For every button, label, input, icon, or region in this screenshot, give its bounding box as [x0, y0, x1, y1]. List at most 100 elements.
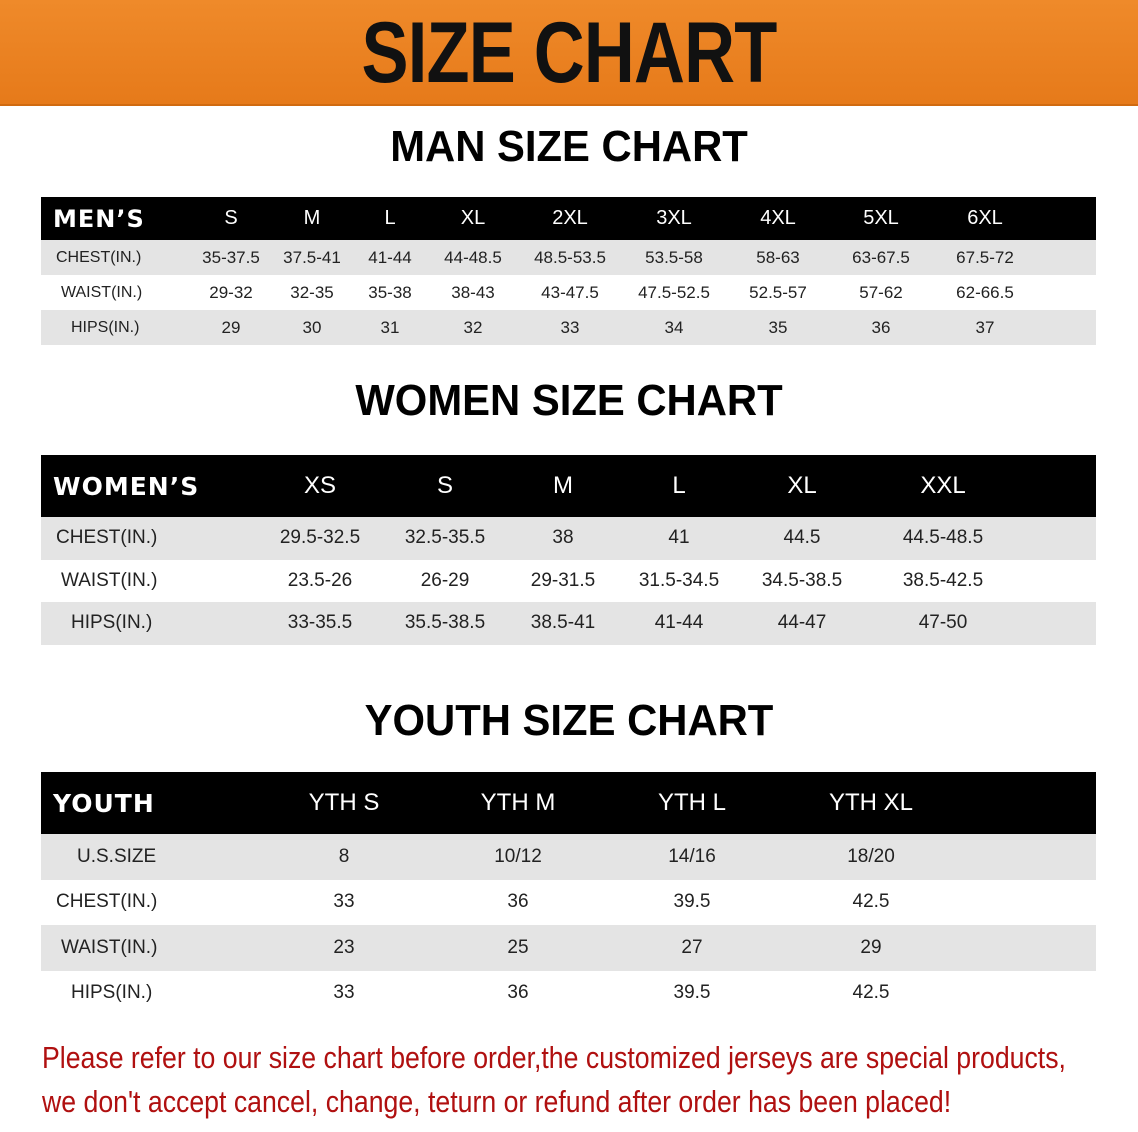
table-cell: 35-37.5	[202, 247, 260, 267]
table-cell: 32.5-35.5	[404, 527, 486, 549]
women-header-row: WOMEN’S XS S M L XL XXL	[41, 455, 1096, 517]
row-label: CHEST(IN.)	[56, 891, 158, 913]
row-label: U.S.SIZE	[77, 845, 157, 867]
row-label: WAIST(IN.)	[61, 569, 158, 591]
table-cell: 44-48.5	[444, 247, 502, 267]
size-header-cell: 2XL	[552, 207, 588, 229]
table-row: CHEST(IN.) 33 36 39.5 42.5	[41, 880, 1096, 926]
table-cell: 44-47	[777, 612, 827, 634]
size-header-cell: 3XL	[656, 207, 692, 229]
table-cell: 27	[681, 936, 703, 958]
table-cell: 47.5-52.5	[638, 282, 710, 302]
table-cell: 63-67.5	[852, 247, 910, 267]
table-cell: 33	[333, 982, 355, 1004]
men-header-label: MEN’S	[53, 204, 145, 233]
men-section-title: MAN SIZE CHART	[390, 122, 748, 171]
table-cell: 52.5-57	[749, 282, 807, 302]
table-cell: 25	[507, 936, 529, 958]
notice-line-1: Please refer to our size chart before or…	[42, 1040, 1066, 1075]
table-cell: 34	[664, 317, 684, 337]
size-header-cell: YTH XL	[828, 789, 914, 816]
table-cell: 35.5-38.5	[404, 612, 486, 634]
row-label: WAIST(IN.)	[61, 283, 143, 301]
table-row: HIPS(IN.) 29 30 31 32 33 34 35 36 37	[41, 310, 1096, 345]
table-cell: 37.5-41	[283, 247, 341, 267]
table-cell: 10/12	[494, 845, 542, 867]
table-cell: 38.5-42.5	[902, 569, 984, 591]
table-cell: 29-32	[209, 282, 253, 302]
row-label: HIPS(IN.)	[71, 318, 140, 336]
size-header-cell: XL	[787, 472, 817, 499]
table-cell: 26-29	[420, 569, 470, 591]
table-cell: 39.5	[673, 891, 711, 913]
table-cell: 29	[860, 936, 882, 958]
table-cell: 36	[507, 891, 529, 913]
table-row: WAIST(IN.) 23 25 27 29	[41, 925, 1096, 971]
youth-size-table: YOUTH YTH S YTH M YTH L YTH XL U.S.SIZE 8 10/12…	[41, 772, 1096, 1016]
table-cell: 42.5	[852, 891, 890, 913]
size-header-cell: S	[436, 472, 453, 499]
table-cell: 33	[560, 317, 580, 337]
size-header-cell: YTH S	[308, 789, 380, 816]
table-row: HIPS(IN.) 33 36 39.5 42.5	[41, 971, 1096, 1017]
size-header-cell: YTH M	[480, 789, 556, 816]
table-cell: 43-47.5	[541, 282, 599, 302]
table-cell: 33	[333, 891, 355, 913]
size-header-cell: L	[672, 472, 686, 499]
table-row: CHEST(IN.) 35-37.5 37.5-41 41-44 44-48.5 48.5…	[41, 240, 1096, 275]
row-label: HIPS(IN.)	[71, 982, 153, 1004]
size-header-cell: S	[224, 207, 238, 229]
size-header-cell: YTH L	[657, 789, 726, 816]
banner-title: SIZE CHART	[361, 5, 778, 101]
table-cell: 37	[975, 317, 995, 337]
table-cell: 31	[380, 317, 400, 337]
table-cell: 48.5-53.5	[534, 247, 606, 267]
table-cell: 23	[333, 936, 355, 958]
table-cell: 35-38	[368, 282, 412, 302]
table-cell: 62-66.5	[956, 282, 1014, 302]
row-label: CHEST(IN.)	[56, 248, 142, 266]
table-cell: 31.5-34.5	[638, 569, 720, 591]
table-cell: 39.5	[673, 982, 711, 1004]
row-label: WAIST(IN.)	[61, 936, 158, 958]
youth-header-row: YOUTH YTH S YTH M YTH L YTH XL	[41, 772, 1096, 834]
youth-section-title: YOUTH SIZE CHART	[364, 696, 774, 745]
row-label: CHEST(IN.)	[56, 527, 158, 549]
table-cell: 32	[463, 317, 483, 337]
men-header-row: MEN’S S M L XL 2XL 3XL 4XL 5XL 6XL	[41, 197, 1096, 240]
table-cell: 36	[507, 982, 529, 1004]
table-cell: 32-35	[290, 282, 334, 302]
table-row: WAIST(IN.) 23.5-26 26-29 29-31.5 31.5-34.5 34…	[41, 560, 1096, 603]
size-header-cell: XL	[460, 207, 486, 229]
table-cell: 44.5-48.5	[902, 527, 984, 549]
size-header-cell: XS	[303, 472, 336, 499]
table-cell: 18/20	[847, 845, 895, 867]
table-cell: 53.5-58	[645, 247, 703, 267]
table-row: U.S.SIZE 8 10/12 14/16 18/20	[41, 834, 1096, 880]
table-cell: 44.5	[783, 527, 821, 549]
table-cell: 38-43	[451, 282, 495, 302]
table-cell: 41-44	[368, 247, 412, 267]
women-section-title: WOMEN SIZE CHART	[355, 376, 783, 425]
table-cell: 34.5-38.5	[761, 569, 843, 591]
table-cell: 67.5-72	[956, 247, 1014, 267]
notice-line-2: we don't accept cancel, change, teturn o…	[42, 1084, 952, 1119]
table-cell: 57-62	[859, 282, 903, 302]
table-cell: 42.5	[852, 982, 890, 1004]
table-cell: 41	[668, 527, 690, 549]
table-cell: 33-35.5	[287, 612, 353, 634]
table-cell: 36	[871, 317, 891, 337]
table-cell: 23.5-26	[287, 569, 353, 591]
size-header-cell: 6XL	[967, 207, 1003, 229]
size-header-cell: L	[384, 207, 396, 229]
table-row: CHEST(IN.) 29.5-32.5 32.5-35.5 38 41 44.5 44.5…	[41, 517, 1096, 560]
women-header-label: WOMEN’S	[53, 471, 200, 501]
women-size-table: WOMEN’S XS S M L XL XXL CHEST(IN.) 29.5-32.5 32.5…	[41, 455, 1096, 645]
table-cell: 58-63	[756, 247, 800, 267]
youth-header-label: YOUTH	[53, 788, 155, 818]
table-cell: 29.5-32.5	[279, 527, 361, 549]
banner: SIZE CHART	[0, 0, 1138, 106]
table-cell: 35	[768, 317, 788, 337]
size-header-cell: M	[553, 472, 573, 499]
table-cell: 38	[552, 527, 574, 549]
